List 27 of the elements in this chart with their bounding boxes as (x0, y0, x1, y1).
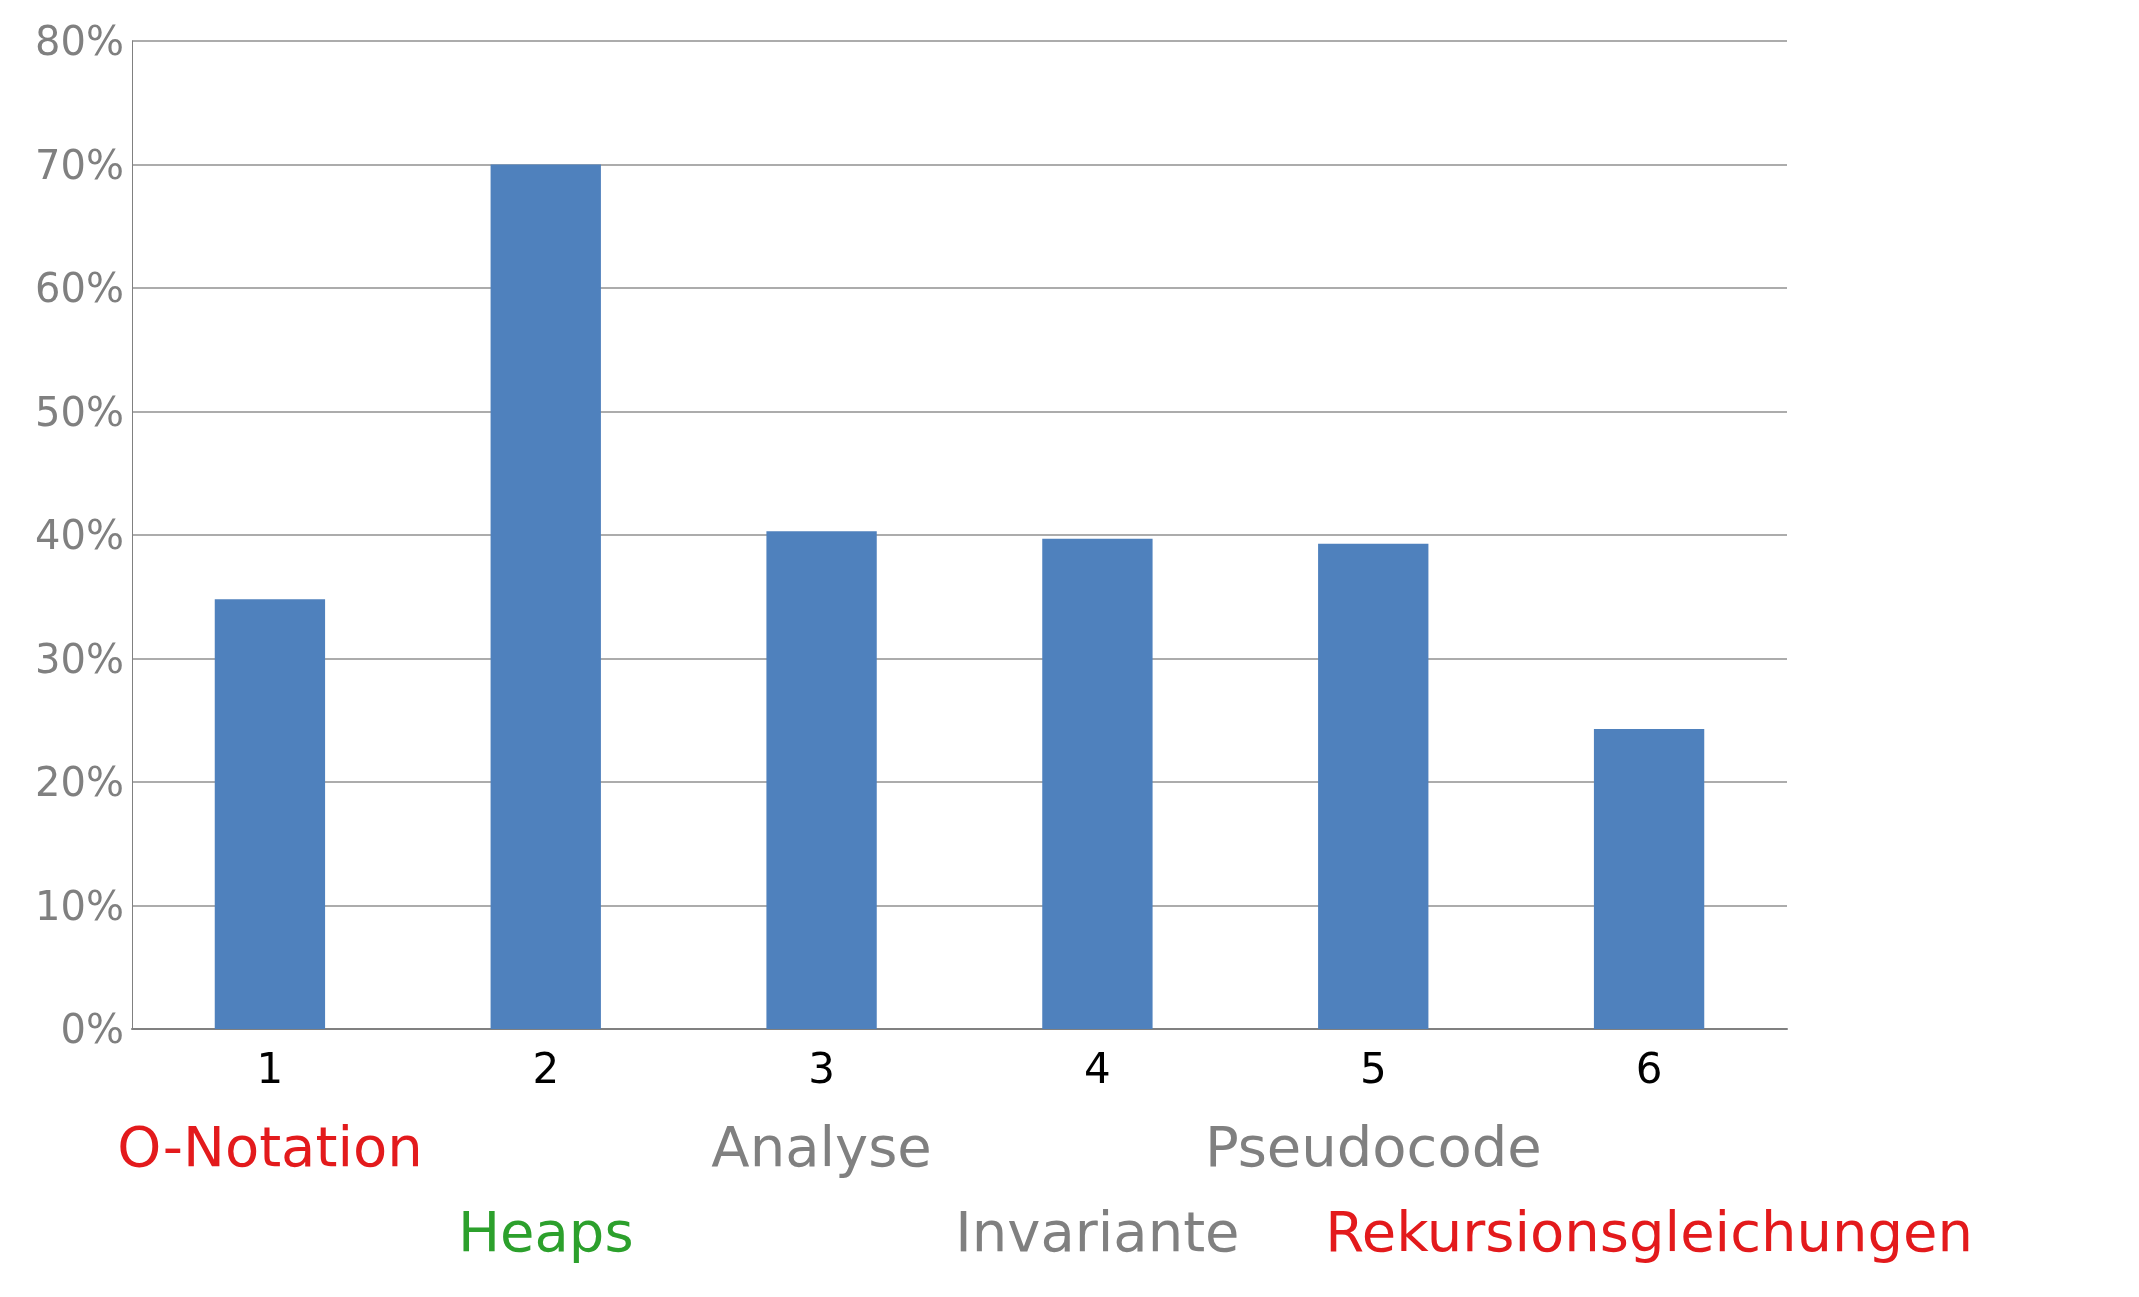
bar (766, 531, 877, 1029)
bar (1593, 728, 1705, 1029)
y-tick-label: 30% (35, 635, 124, 682)
x-tick-label: 5 (1359, 1043, 1387, 1093)
bar (1042, 538, 1153, 1029)
text: Analyse (711, 1113, 932, 1179)
y-tick-label: 70% (35, 141, 124, 188)
x-tick-label: 6 (1635, 1043, 1663, 1093)
x-tick-label: 1 (256, 1043, 284, 1093)
y-tick-label: 0% (60, 1006, 124, 1052)
x-tick-label: 2 (532, 1043, 560, 1093)
y-tick-label: 40% (35, 512, 124, 558)
text: Pseudocode (1204, 1113, 1542, 1179)
y-tick-label: 10% (35, 882, 124, 929)
y-tick-label: 80% (35, 18, 124, 64)
text: O-Notation (117, 1113, 423, 1179)
bar (1318, 543, 1429, 1029)
text: Invariante (955, 1198, 1240, 1264)
y-tick-label: 50% (35, 388, 124, 435)
y-tick-label: 20% (35, 759, 124, 805)
bar (490, 164, 601, 1029)
x-tick-label: 3 (808, 1043, 835, 1093)
text: Heaps (457, 1198, 634, 1264)
y-tick-label: 60% (35, 265, 124, 311)
text: Rekursionsgleichungen (1325, 1198, 1973, 1264)
bar (214, 599, 326, 1029)
x-tick-label: 4 (1084, 1043, 1111, 1093)
